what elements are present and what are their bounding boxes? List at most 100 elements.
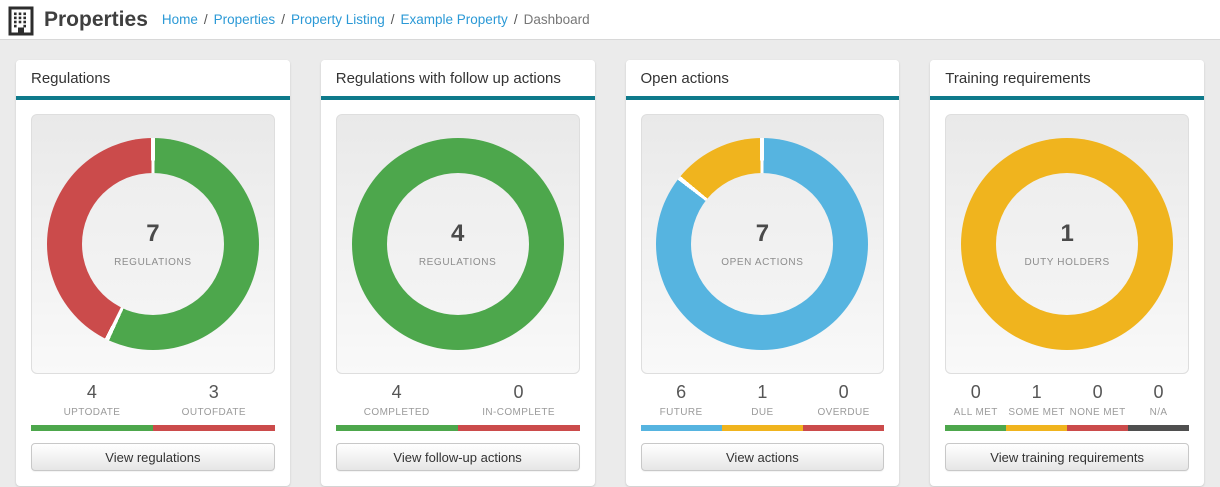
stats-row: 4 COMPLETED 0 IN-COMPLETE <box>335 374 580 425</box>
stats-row: 6 FUTURE 1 DUE 0 OVERDUE <box>640 374 885 425</box>
bar-segment-n-a <box>1128 425 1189 431</box>
bar-segment-all-met <box>945 425 1007 431</box>
chart-panel: 7 OPEN ACTIONS <box>640 114 885 374</box>
donut-chart: 1 DUTY HOLDERS <box>961 138 1174 350</box>
stat-none-met: 0 NONE MET <box>1067 382 1128 418</box>
dashboard-card: Open actions 7 OPEN ACTIONS 6 FUTURE 1 DUE 0… <box>625 60 900 486</box>
donut-center-value: 7 <box>146 220 160 247</box>
stat-value: 0 <box>1153 382 1164 402</box>
top-header: Properties Home / Properties / Property … <box>0 0 1220 40</box>
dashboard-card: Regulations 7 REGULATIONS 4 UPTODATE 3 OUTO… <box>16 60 290 486</box>
bar-segment-some-met <box>1006 425 1068 431</box>
building-icon <box>8 6 34 35</box>
card-title: Regulations with follow up actions <box>320 60 595 100</box>
stat-due: 1 DUE <box>722 382 803 418</box>
stat-label: IN-COMPLETE <box>482 407 555 418</box>
card-body: 7 REGULATIONS 4 UPTODATE 3 OUTOFDATE View r… <box>16 100 290 486</box>
breadcrumb-link-properties[interactable]: Properties <box>213 12 276 27</box>
breadcrumb-separator: / <box>281 12 285 27</box>
donut-center-label: OPEN ACTIONS <box>721 257 804 268</box>
donut-chart: 7 REGULATIONS <box>46 138 259 350</box>
stats-row: 4 UPTODATE 3 OUTOFDATE <box>31 374 275 425</box>
breadcrumb-link-home[interactable]: Home <box>161 12 198 27</box>
stat-label: OVERDUE <box>817 407 870 418</box>
stat-value: 4 <box>86 382 97 402</box>
bar-segment-overdue <box>803 425 885 431</box>
stat-value: 0 <box>838 382 849 402</box>
stat-value: 0 <box>970 382 981 402</box>
donut-center-label: REGULATIONS <box>418 257 497 268</box>
stat-value: 4 <box>391 382 402 402</box>
donut-center-label: REGULATIONS <box>114 257 192 268</box>
stat-value: 3 <box>208 382 219 402</box>
segment-bar <box>640 425 885 431</box>
stat-label: COMPLETED <box>363 407 430 418</box>
page-title: Properties <box>44 7 148 31</box>
breadcrumb-separator: / <box>203 12 208 27</box>
donut-center-value: 1 <box>1060 220 1074 247</box>
breadcrumb-separator: / <box>513 12 518 27</box>
card-body: 1 DUTY HOLDERS 0 ALL MET 1 SOME MET 0 NONE ME… <box>930 100 1204 486</box>
dashboard-card: Regulations with follow up actions 4 REG… <box>320 60 595 486</box>
chart-panel: 4 REGULATIONS <box>335 114 580 374</box>
stat-uptodate: 4 UPTODATE <box>31 382 153 418</box>
chart-panel: 1 DUTY HOLDERS <box>945 114 1189 374</box>
segment-bar <box>945 425 1189 431</box>
card-action-button[interactable]: View regulations <box>31 443 275 471</box>
stat-label: NONE MET <box>1069 407 1126 418</box>
breadcrumb-link-property-listing[interactable]: Property Listing <box>290 12 385 27</box>
chart-panel: 7 REGULATIONS <box>31 114 275 374</box>
bar-segment-uptodate <box>31 425 153 431</box>
stat-value: 1 <box>757 382 768 402</box>
donut-center: 4 REGULATIONS <box>386 173 529 315</box>
donut-center-value: 4 <box>450 220 465 247</box>
stat-value: 6 <box>676 382 687 402</box>
donut-chart: 4 REGULATIONS <box>351 138 564 350</box>
bar-segment-in-complete <box>457 425 580 431</box>
card-action-button[interactable]: View follow-up actions <box>335 443 580 471</box>
stat-label: FUTURE <box>659 407 703 418</box>
bar-segment-due <box>721 425 803 431</box>
stat-label: DUE <box>751 407 774 418</box>
stat-all-met: 0 ALL MET <box>945 382 1006 418</box>
stat-label: N/A <box>1149 407 1168 418</box>
stat-label: UPTODATE <box>63 407 121 418</box>
donut-center: 1 DUTY HOLDERS <box>996 173 1139 315</box>
card-body: 7 OPEN ACTIONS 6 FUTURE 1 DUE 0 OVERDUE View … <box>626 100 900 486</box>
card-action-button[interactable]: View training requirements <box>945 443 1189 471</box>
donut-center-label: DUTY HOLDERS <box>1024 257 1110 268</box>
stat-in-complete: 0 IN-COMPLETE <box>458 382 580 418</box>
donut-center: 7 REGULATIONS <box>81 173 224 315</box>
stat-completed: 4 COMPLETED <box>336 382 458 418</box>
bar-segment-outofdate <box>152 425 275 431</box>
stat-label: OUTOFDATE <box>181 407 246 418</box>
bar-segment-completed <box>335 425 458 431</box>
donut-center-value: 7 <box>755 220 770 247</box>
breadcrumb-separator: / <box>390 12 395 27</box>
breadcrumb-link-example-property[interactable]: Example Property <box>400 12 508 27</box>
stats-row: 0 ALL MET 1 SOME MET 0 NONE MET 0 N/A <box>945 374 1189 425</box>
card-action-button[interactable]: View actions <box>640 443 885 471</box>
breadcrumb-current-dashboard: Dashboard <box>523 12 590 27</box>
segment-bar <box>31 425 275 431</box>
donut-chart: 7 OPEN ACTIONS <box>656 138 869 350</box>
card-body: 4 REGULATIONS 4 COMPLETED 0 IN-COMPLETE Vie… <box>321 100 595 486</box>
card-title: Open actions <box>625 60 900 100</box>
stat-value: 0 <box>513 382 524 402</box>
cards-row: Regulations 7 REGULATIONS 4 UPTODATE 3 OUTO… <box>0 40 1220 487</box>
stat-outofdate: 3 OUTOFDATE <box>153 382 275 418</box>
bar-segment-none-met <box>1067 425 1129 431</box>
card-title: Training requirements <box>930 60 1204 100</box>
stat-value: 0 <box>1092 382 1103 402</box>
stat-overdue: 0 OVERDUE <box>803 382 884 418</box>
segment-bar <box>335 425 580 431</box>
stat-label: SOME MET <box>1008 407 1065 418</box>
donut-center: 7 OPEN ACTIONS <box>691 173 834 315</box>
stat-future: 6 FUTURE <box>641 382 722 418</box>
bar-segment-future <box>640 425 722 431</box>
stat-label: ALL MET <box>953 407 998 418</box>
stat-n-a: 0 N/A <box>1128 382 1189 418</box>
dashboard-card: Training requirements 1 DUTY HOLDERS 0 AL… <box>930 60 1204 486</box>
stat-value: 1 <box>1031 382 1042 402</box>
breadcrumb: Home / Properties / Property Listing / E… <box>162 12 590 27</box>
